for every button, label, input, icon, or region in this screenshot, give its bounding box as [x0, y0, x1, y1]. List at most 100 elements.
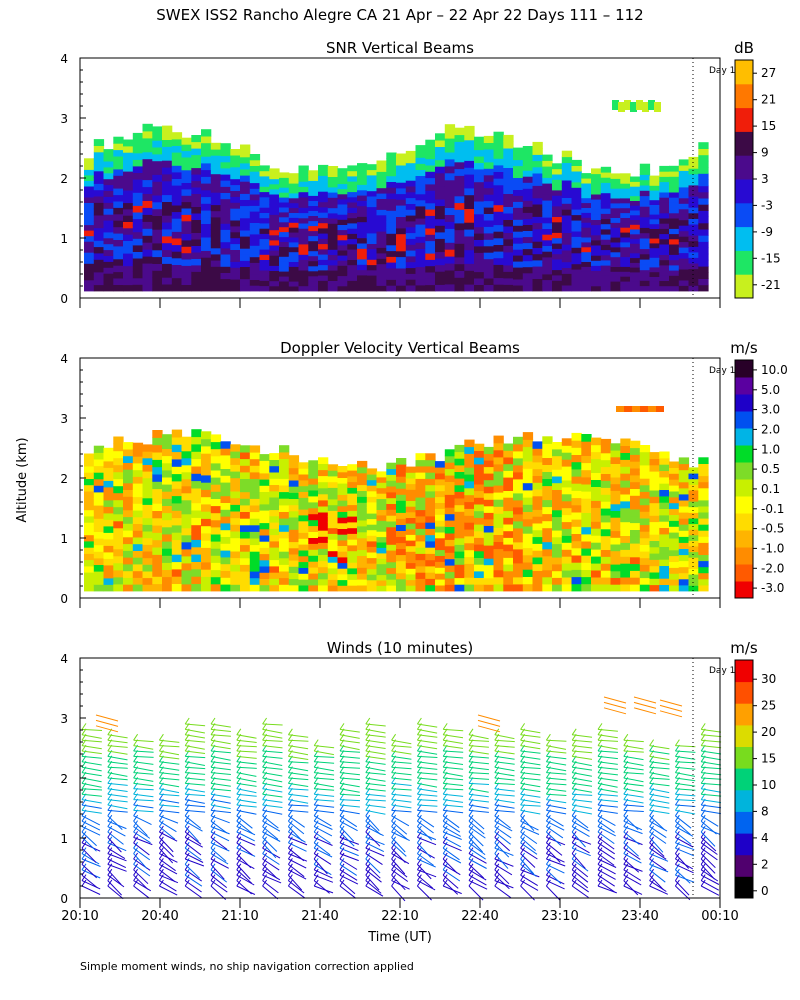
snr-cell	[503, 186, 514, 194]
doppler-cell	[698, 560, 709, 568]
snr-cell	[639, 200, 651, 207]
doppler-cell	[132, 570, 144, 578]
wind-barb-flag	[339, 847, 345, 854]
snr-cell	[688, 262, 699, 270]
doppler-cell	[396, 572, 407, 580]
snr-cell	[464, 160, 475, 168]
snr-cell	[522, 278, 534, 286]
snr-cell	[113, 181, 124, 189]
snr-cell	[308, 265, 319, 272]
doppler-cell	[435, 467, 446, 474]
snr-cell	[464, 222, 475, 230]
doppler-cell	[93, 458, 105, 467]
wind-barb	[288, 750, 309, 756]
snr-cell	[464, 125, 475, 134]
snr-cell	[571, 279, 582, 286]
snr-cell	[454, 202, 465, 210]
snr-cell	[415, 284, 426, 292]
wind-barb	[262, 826, 279, 840]
snr-cell	[474, 168, 485, 176]
doppler-cell	[581, 569, 592, 578]
wind-barb	[597, 847, 615, 860]
wind-barb	[365, 766, 386, 772]
snr-cell	[659, 191, 670, 198]
wind-barb	[365, 745, 386, 749]
doppler-cell	[542, 464, 553, 472]
doppler-cell	[318, 578, 329, 586]
snr-cell	[669, 228, 680, 235]
wind-barb	[649, 853, 669, 862]
snr-cell	[612, 100, 619, 110]
doppler-cell	[610, 570, 621, 578]
snr-cell	[698, 167, 709, 174]
doppler-cell	[220, 516, 231, 524]
doppler-cell	[630, 454, 641, 462]
wind-barb	[210, 874, 228, 888]
snr-cell	[542, 205, 553, 212]
snr-cell	[220, 204, 231, 212]
snr-cell	[210, 284, 222, 292]
snr-cell	[327, 264, 339, 271]
doppler-cell	[464, 480, 475, 489]
doppler-cell	[425, 572, 436, 579]
doppler-cell	[474, 450, 485, 458]
wind-barb	[649, 885, 669, 895]
doppler-cell	[503, 483, 514, 491]
doppler-cell	[610, 443, 621, 451]
doppler-cell	[649, 458, 660, 466]
doppler-cell	[503, 550, 514, 558]
doppler-cell	[162, 476, 173, 485]
doppler-cell	[493, 456, 504, 465]
wind-barb-flag	[468, 847, 474, 854]
snr-cell	[396, 182, 407, 189]
snr-cell	[259, 196, 270, 203]
snr-cell	[201, 257, 212, 265]
snr-cell	[698, 278, 709, 286]
wind-barb-flag	[649, 879, 655, 887]
doppler-cell	[162, 569, 173, 578]
doppler-cell	[259, 541, 270, 548]
wind-barb	[597, 745, 618, 750]
doppler-cell	[181, 492, 192, 501]
wind-barb-flag	[365, 825, 371, 833]
wind-barb	[443, 772, 463, 777]
wind-barb	[365, 880, 382, 894]
snr-cell	[132, 132, 144, 141]
wind-barb	[339, 831, 355, 847]
wind-barb	[262, 820, 281, 832]
doppler-cell	[659, 584, 670, 592]
wind-barb-flag	[262, 868, 268, 876]
doppler-cell	[93, 551, 105, 559]
snr-cell	[279, 276, 290, 282]
doppler-cell	[327, 470, 339, 477]
snr-cell	[298, 165, 309, 172]
wind-barb	[494, 793, 515, 797]
wind-barb	[185, 809, 206, 813]
doppler-cell	[561, 556, 573, 564]
doppler-cell	[240, 511, 251, 519]
snr-cell	[347, 202, 358, 208]
doppler-cell	[132, 456, 144, 464]
snr-cell	[123, 177, 134, 185]
colorbar-swatch	[735, 746, 753, 769]
doppler-cell	[357, 549, 368, 556]
snr-cell	[142, 144, 153, 153]
snr-cell	[591, 193, 602, 200]
snr-cell	[113, 258, 124, 266]
snr-cell	[152, 174, 163, 182]
doppler-cell	[327, 567, 339, 575]
wind-barb-flag	[416, 836, 422, 844]
snr-cell	[444, 228, 456, 236]
snr-cell	[415, 151, 426, 158]
doppler-cell	[513, 583, 524, 592]
snr-cell	[288, 276, 300, 282]
snr-cell	[366, 211, 378, 218]
doppler-cell	[649, 584, 660, 592]
wind-barb-flag	[442, 863, 448, 871]
snr-cell	[191, 284, 202, 292]
snr-cell	[454, 243, 465, 251]
doppler-cell	[113, 471, 124, 480]
doppler-cell	[181, 534, 192, 543]
wind-barb-flag	[313, 739, 319, 746]
doppler-cell	[552, 529, 563, 538]
